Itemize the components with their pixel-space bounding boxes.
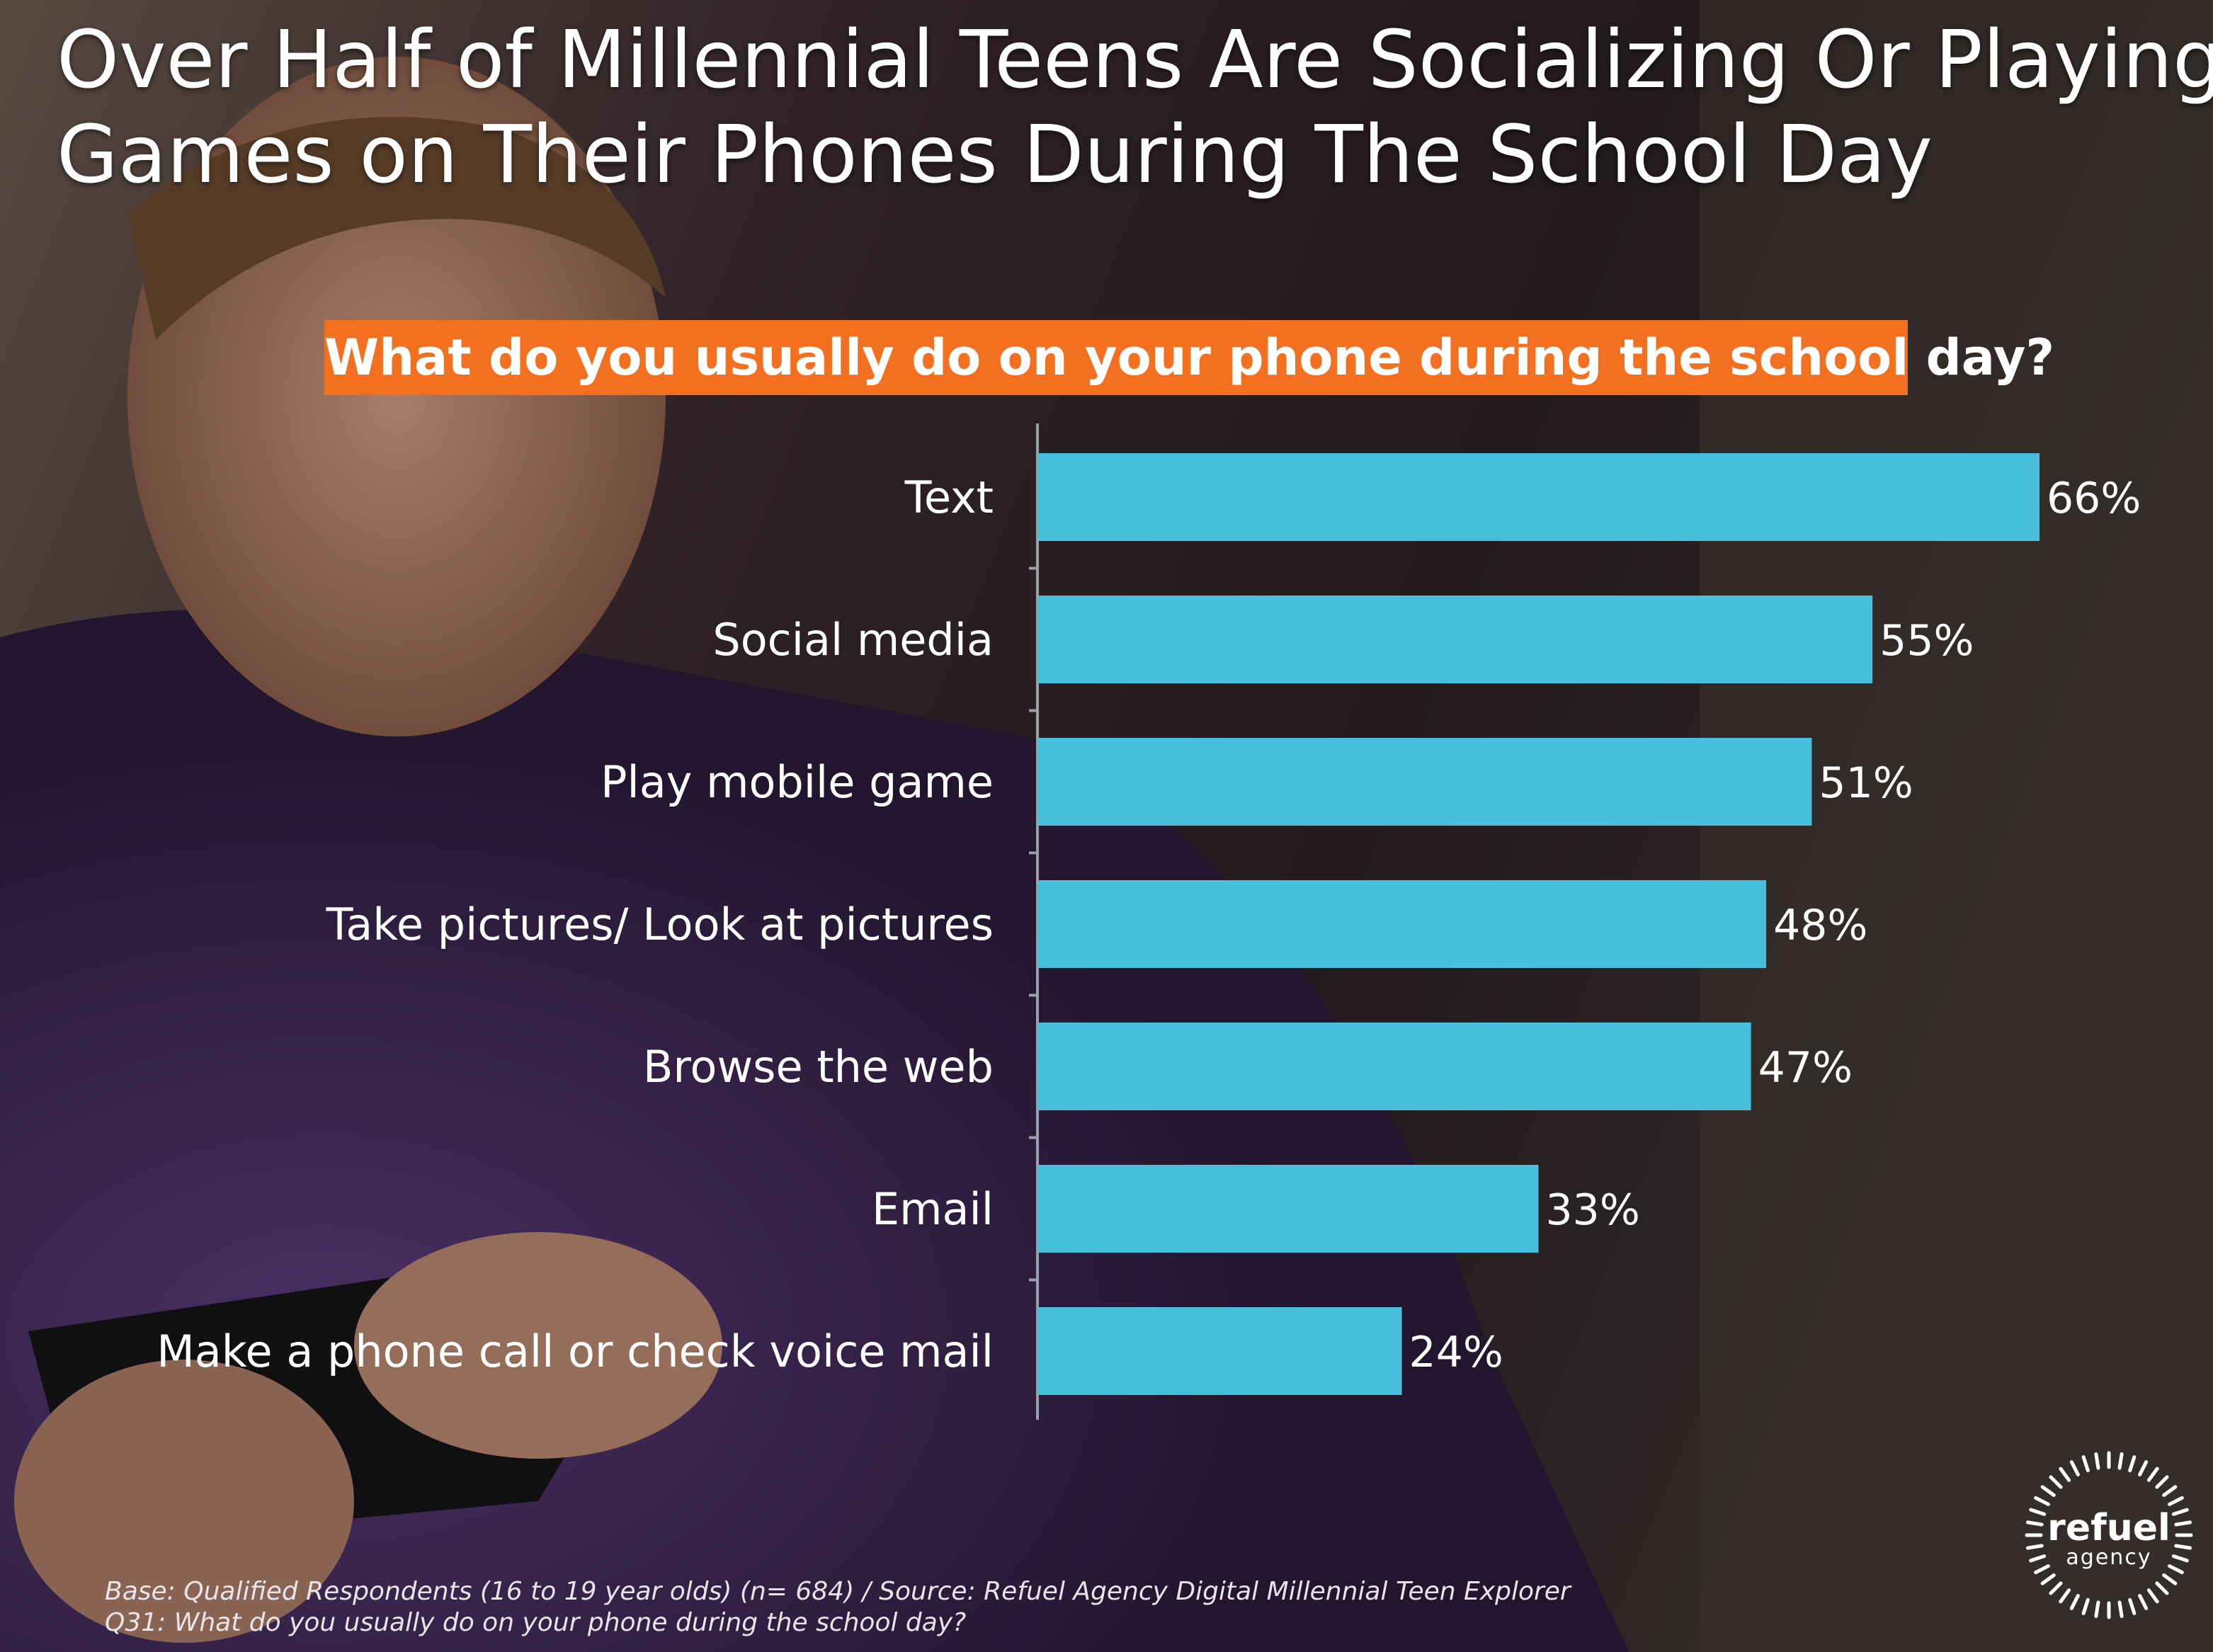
refuel-agency-logo: refuel agency <box>2024 1450 2194 1620</box>
category-label: Email <box>872 1183 994 1235</box>
logo-sub: agency <box>2066 1545 2152 1570</box>
logo-name: refuel <box>2047 1507 2171 1549</box>
footnote-base: Base: Qualified Respondents (16 to 19 ye… <box>105 1577 1571 1606</box>
footnote: Base: Qualified Respondents (16 to 19 ye… <box>105 1576 1734 1639</box>
value-label: 33% <box>1546 1185 1640 1235</box>
bar-5 <box>1037 1022 1751 1110</box>
footnote-question: Q31: What do you usually do on your phon… <box>105 1608 967 1637</box>
bar-2 <box>1037 596 1873 683</box>
bar-4 <box>1037 880 1767 968</box>
value-label: 48% <box>1773 901 1867 950</box>
category-label: Social media <box>712 614 994 666</box>
category-label: Play mobile game <box>601 756 994 808</box>
category-label: Make a phone call or check voice mail <box>157 1326 994 1377</box>
value-label: 66% <box>2047 474 2141 523</box>
value-label: 24% <box>1409 1328 1503 1377</box>
value-label: 47% <box>1758 1043 1853 1093</box>
category-label: Take pictures/ Look at pictures <box>326 899 994 950</box>
category-label: Text <box>904 472 994 523</box>
title-line-1: Over Half of Millennial Teens Are Social… <box>57 14 2213 106</box>
bar-7 <box>1037 1307 1402 1395</box>
title-line-2: Games on Their Phones During The School … <box>57 109 1933 201</box>
value-label: 51% <box>1819 758 1913 808</box>
bar-3 <box>1037 738 1812 826</box>
bar-1 <box>1037 453 2040 541</box>
bar-6 <box>1037 1165 1539 1253</box>
page-title: Over Half of Millennial Teens Are Social… <box>57 13 2213 203</box>
question-banner: What do you usually do on your phone dur… <box>324 320 2054 395</box>
value-label: 55% <box>1879 616 1974 666</box>
category-label: Browse the web <box>643 1041 994 1093</box>
